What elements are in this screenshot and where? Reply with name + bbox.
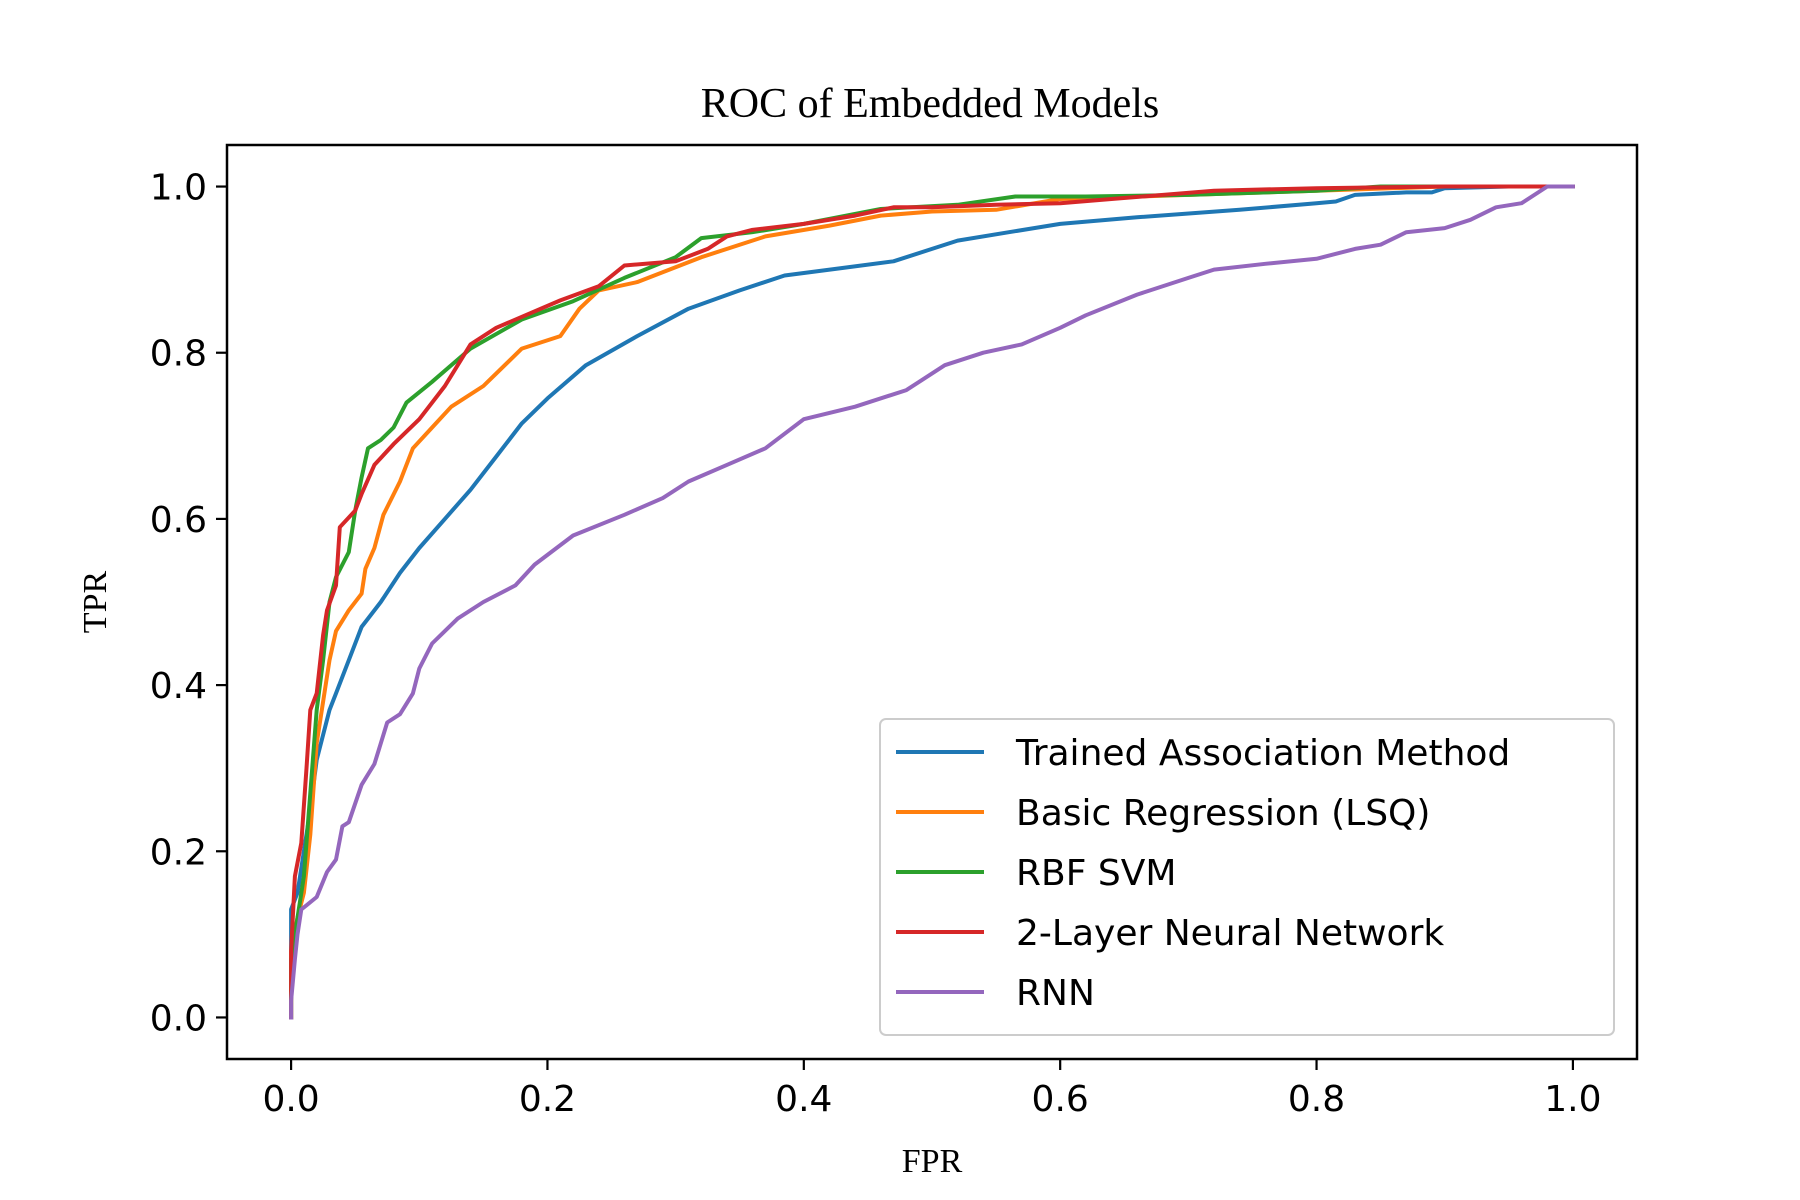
x-tick-label: 0.4 [775,1079,832,1120]
y-tick-label: 0.2 [150,832,207,873]
series-line-4 [289,184,1575,1020]
legend-label: RNN [1016,973,1095,1014]
y-axis-ticks: 0.0 0.2 0.4 0.6 0.8 1.0 [150,168,227,1039]
y-tick-label: 1.0 [150,168,207,209]
legend-label: Trained Association Method [1015,733,1510,774]
y-tick-label: 0.6 [150,500,207,541]
series-line-3 [289,184,1575,1020]
legend-label: 2-Layer Neural Network [1016,913,1444,954]
legend-label: RBF SVM [1016,853,1176,894]
plot-area-frame [225,143,1639,1061]
x-axis-ticks: 0.0 0.2 0.4 0.6 0.8 1.0 [262,1059,1602,1120]
series-line-2 [289,184,1575,1020]
legend-box [879,718,1615,1036]
x-tick-label: 1.0 [1544,1079,1601,1120]
series-layer [289,184,1575,1020]
legend: Trained Association Method Basic Regressi… [879,718,1615,1036]
x-axis-label: FPR [902,1143,963,1180]
y-axis-label: TPR [77,571,114,634]
chart-title: ROC of Embedded Models [701,81,1159,127]
x-tick-label: 0.2 [519,1079,576,1120]
y-tick-label: 0.8 [150,334,207,375]
y-tick-label: 0.0 [150,998,207,1039]
series-line-5 [289,184,1575,1020]
x-tick-label: 0.8 [1288,1079,1345,1120]
y-tick-label: 0.4 [150,666,207,707]
x-tick-label: 0.6 [1032,1079,1089,1120]
x-tick-label: 0.0 [262,1079,319,1120]
series-line-1 [289,184,1575,1020]
legend-label: Basic Regression (LSQ) [1016,793,1430,834]
